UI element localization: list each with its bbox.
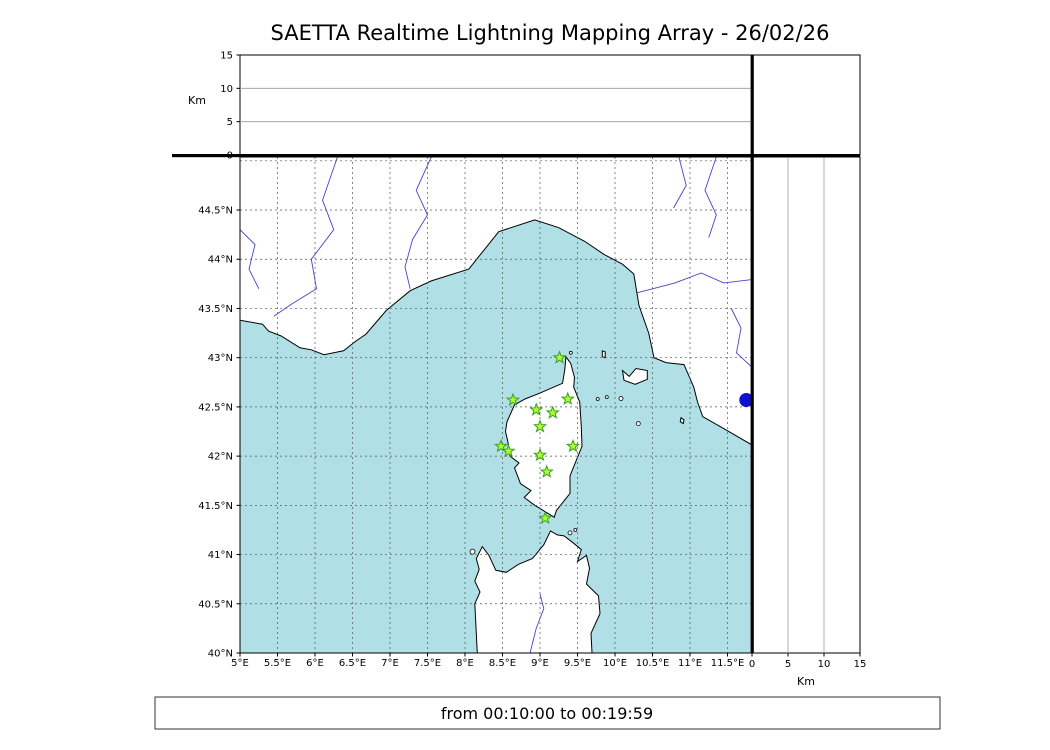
alt-tick-label: 5	[227, 117, 233, 128]
lat-tick-label: 41°N	[208, 550, 233, 561]
map-panel	[240, 157, 752, 653]
alt-lon-panel	[239, 54, 753, 156]
alt-lat-gridlines	[787, 157, 825, 653]
lat-tick-label: 40°N	[208, 649, 233, 660]
lon-tick-label: 11.5°E	[711, 658, 745, 669]
station-marker	[539, 464, 554, 478]
lon-tick-label: 8.5°E	[489, 658, 516, 669]
alt-tick-label: 15	[854, 659, 867, 670]
lat-tick-label: 42°N	[208, 452, 233, 463]
station-marker	[552, 350, 567, 364]
lat-tick-label: 43.5°N	[198, 304, 233, 315]
horizontal-separator	[172, 154, 860, 158]
alt-lat-panel	[751, 156, 861, 654]
station-marker	[493, 438, 509, 453]
lon-tick-label: 10°E	[603, 658, 627, 669]
station-marker	[501, 443, 516, 458]
lon-tick-label: 10.5°E	[636, 658, 670, 669]
lon-tick-label: 8°E	[456, 658, 474, 669]
station-markers	[493, 350, 581, 525]
map-gridlines	[240, 157, 752, 653]
station-marker	[532, 419, 548, 433]
station-marker	[560, 391, 575, 406]
alt-axis-label-bottom: Km	[797, 675, 815, 688]
station-marker	[545, 405, 560, 419]
river	[240, 229, 260, 290]
station-marker	[529, 402, 544, 416]
time-range-box	[154, 696, 941, 730]
alt-tick-label: 10	[220, 84, 233, 95]
lon-tick-label: 6°E	[306, 658, 324, 669]
station-marker	[565, 438, 581, 453]
lat-tick-label: 41.5°N	[198, 501, 233, 512]
event-markers	[739, 393, 752, 407]
islet	[469, 548, 476, 555]
islet	[635, 421, 641, 427]
alt-tick-label: 5	[785, 659, 791, 670]
river	[704, 157, 717, 238]
islet	[618, 396, 624, 401]
river	[637, 272, 752, 294]
station-marker	[532, 447, 548, 462]
lat-tick-label: 44.5°N	[198, 206, 233, 217]
event-marker	[739, 393, 752, 407]
station-marker	[538, 510, 553, 525]
landmass-capraia	[601, 350, 606, 359]
river	[673, 157, 687, 209]
river	[404, 157, 432, 289]
vertical-separator	[750, 55, 754, 653]
lon-tick-label: 11°E	[678, 658, 702, 669]
landmass-mainland	[240, 157, 752, 446]
page-title: SAETTA Realtime Lightning Mapping Array …	[271, 21, 830, 45]
lat-tick-label: 40.5°N	[198, 599, 233, 610]
lon-tick-label: 6.5°E	[339, 658, 366, 669]
islet	[573, 527, 578, 532]
river	[730, 308, 752, 368]
islet	[568, 350, 573, 355]
alt-tick-label: 15	[220, 51, 233, 62]
lon-tick-label: 9°E	[531, 658, 549, 669]
landmasses	[240, 157, 752, 653]
islet	[595, 397, 600, 401]
corner-panel	[751, 54, 861, 156]
islet	[604, 395, 609, 400]
lon-tick-label: 9.5°E	[564, 658, 591, 669]
landmass-sardinia	[474, 530, 601, 653]
islet	[567, 530, 573, 536]
alt-lon-gridlines	[240, 87, 752, 123]
lat-tick-label: 43°N	[208, 353, 233, 364]
station-marker	[505, 392, 521, 407]
landmass-giglio	[679, 416, 685, 425]
alt-tick-label: 0	[749, 659, 755, 670]
alt-tick-label: 10	[818, 659, 831, 670]
landmass-elba	[621, 367, 648, 385]
alt-axis-label-left: Km	[188, 94, 206, 107]
lat-tick-label: 42.5°N	[198, 402, 233, 413]
lon-tick-label: 7°E	[381, 658, 399, 669]
lon-tick-label: 5°E	[231, 658, 249, 669]
map-axis-labels: 5°E 5.5°E 6°E 6.5°E 7°E 7.5°E 8°E 8.5°E 9°E 9.5°E…	[198, 206, 744, 669]
time-range-text: from 00:10:00 to 00:19:59	[441, 704, 653, 723]
alt-axis-ticks-bottom: 0 5 10 15	[749, 653, 867, 670]
lat-tick-label: 44°N	[208, 255, 233, 266]
lon-tick-label: 7.5°E	[414, 658, 441, 669]
lon-tick-label: 5.5°E	[264, 658, 291, 669]
